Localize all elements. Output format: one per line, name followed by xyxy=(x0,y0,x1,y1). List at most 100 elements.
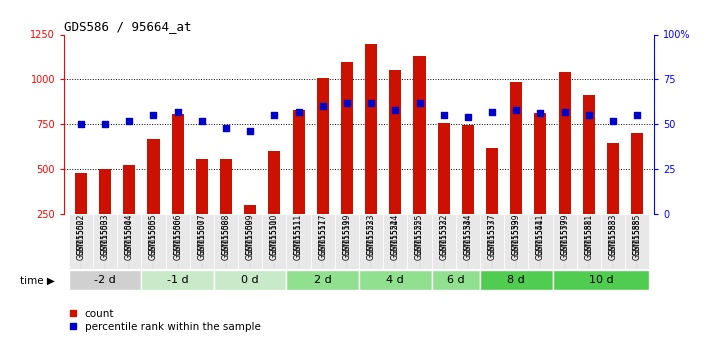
Text: GSM15505: GSM15505 xyxy=(149,214,158,255)
Bar xyxy=(486,148,498,214)
Bar xyxy=(316,78,328,214)
Point xyxy=(269,112,280,118)
FancyBboxPatch shape xyxy=(528,214,552,269)
Bar xyxy=(583,96,595,214)
FancyBboxPatch shape xyxy=(432,270,480,290)
FancyBboxPatch shape xyxy=(69,214,93,269)
Legend: count, percentile rank within the sample: count, percentile rank within the sample xyxy=(69,309,261,332)
Text: GSM15502: GSM15502 xyxy=(76,218,85,260)
Point xyxy=(438,112,449,118)
Text: GSM15523: GSM15523 xyxy=(367,218,375,260)
Text: GSM15508: GSM15508 xyxy=(222,218,230,260)
Text: GSM15583: GSM15583 xyxy=(609,214,618,255)
FancyBboxPatch shape xyxy=(480,214,504,269)
Text: GSM15524: GSM15524 xyxy=(391,214,400,255)
Text: GSM15510: GSM15510 xyxy=(270,218,279,260)
FancyBboxPatch shape xyxy=(141,214,166,269)
Text: GDS586 / 95664_at: GDS586 / 95664_at xyxy=(64,20,191,33)
Text: GSM15525: GSM15525 xyxy=(415,214,424,255)
Text: GSM15505: GSM15505 xyxy=(149,218,158,260)
Text: GSM15507: GSM15507 xyxy=(198,218,206,260)
Text: GSM15585: GSM15585 xyxy=(633,218,642,260)
FancyBboxPatch shape xyxy=(383,214,407,269)
Text: -1 d: -1 d xyxy=(167,275,188,285)
FancyBboxPatch shape xyxy=(625,214,649,269)
FancyBboxPatch shape xyxy=(359,214,383,269)
FancyBboxPatch shape xyxy=(214,214,238,269)
Text: GSM15503: GSM15503 xyxy=(100,214,109,255)
Text: 4 d: 4 d xyxy=(387,275,405,285)
Bar xyxy=(438,123,450,214)
Point xyxy=(559,109,570,115)
Point xyxy=(196,118,208,124)
Text: GSM15539: GSM15539 xyxy=(512,214,520,255)
Text: 8 d: 8 d xyxy=(508,275,525,285)
Text: GSM15532: GSM15532 xyxy=(439,218,448,260)
FancyBboxPatch shape xyxy=(214,270,287,290)
Text: 2 d: 2 d xyxy=(314,275,331,285)
FancyBboxPatch shape xyxy=(287,270,359,290)
Text: GSM15581: GSM15581 xyxy=(584,214,593,255)
FancyBboxPatch shape xyxy=(552,214,577,269)
Point xyxy=(607,118,619,124)
Text: GSM15585: GSM15585 xyxy=(633,214,642,255)
FancyBboxPatch shape xyxy=(456,214,480,269)
Point xyxy=(341,100,353,106)
Point xyxy=(220,125,232,130)
Text: GSM15537: GSM15537 xyxy=(488,218,496,260)
Text: GSM15532: GSM15532 xyxy=(439,214,448,255)
Point xyxy=(510,107,522,112)
Bar xyxy=(365,45,378,214)
Text: GSM15534: GSM15534 xyxy=(464,214,472,255)
Point xyxy=(365,100,377,106)
Point xyxy=(124,118,135,124)
Bar xyxy=(535,112,547,214)
Point xyxy=(293,109,304,115)
Point xyxy=(486,109,498,115)
Bar xyxy=(292,110,304,214)
Bar xyxy=(559,72,571,214)
Text: GSM15519: GSM15519 xyxy=(343,214,351,255)
Text: GSM15534: GSM15534 xyxy=(464,218,472,260)
FancyBboxPatch shape xyxy=(238,214,262,269)
Text: 6 d: 6 d xyxy=(447,275,464,285)
Text: GSM15539: GSM15539 xyxy=(512,218,520,260)
Text: GSM15504: GSM15504 xyxy=(125,214,134,255)
FancyBboxPatch shape xyxy=(601,214,625,269)
Point xyxy=(245,129,256,134)
Text: time ▶: time ▶ xyxy=(19,275,54,285)
Point xyxy=(631,112,643,118)
Text: GSM15519: GSM15519 xyxy=(343,218,351,260)
FancyBboxPatch shape xyxy=(335,214,359,269)
Bar xyxy=(196,159,208,214)
Point xyxy=(462,114,474,120)
Bar xyxy=(123,166,135,214)
FancyBboxPatch shape xyxy=(432,214,456,269)
Bar xyxy=(607,144,619,214)
Text: GSM15579: GSM15579 xyxy=(560,214,569,255)
Point xyxy=(535,111,546,116)
Bar xyxy=(631,132,643,214)
Point xyxy=(75,121,87,127)
Text: GSM15581: GSM15581 xyxy=(584,218,593,259)
Text: GSM15506: GSM15506 xyxy=(173,214,182,255)
FancyBboxPatch shape xyxy=(93,214,117,269)
Bar xyxy=(414,56,426,214)
Bar xyxy=(220,159,232,214)
Bar xyxy=(147,139,159,214)
Text: -2 d: -2 d xyxy=(95,275,116,285)
Text: GSM15511: GSM15511 xyxy=(294,218,303,259)
Text: GSM15504: GSM15504 xyxy=(125,218,134,260)
Text: GSM15537: GSM15537 xyxy=(488,214,496,255)
Text: GSM15541: GSM15541 xyxy=(536,214,545,255)
FancyBboxPatch shape xyxy=(480,270,552,290)
Bar xyxy=(341,62,353,214)
FancyBboxPatch shape xyxy=(141,270,214,290)
Bar xyxy=(75,172,87,214)
Text: GSM15517: GSM15517 xyxy=(319,214,327,255)
Text: 0 d: 0 d xyxy=(242,275,259,285)
FancyBboxPatch shape xyxy=(577,214,601,269)
Text: GSM15579: GSM15579 xyxy=(560,218,569,260)
Text: 10 d: 10 d xyxy=(589,275,613,285)
Text: GSM15506: GSM15506 xyxy=(173,218,182,260)
